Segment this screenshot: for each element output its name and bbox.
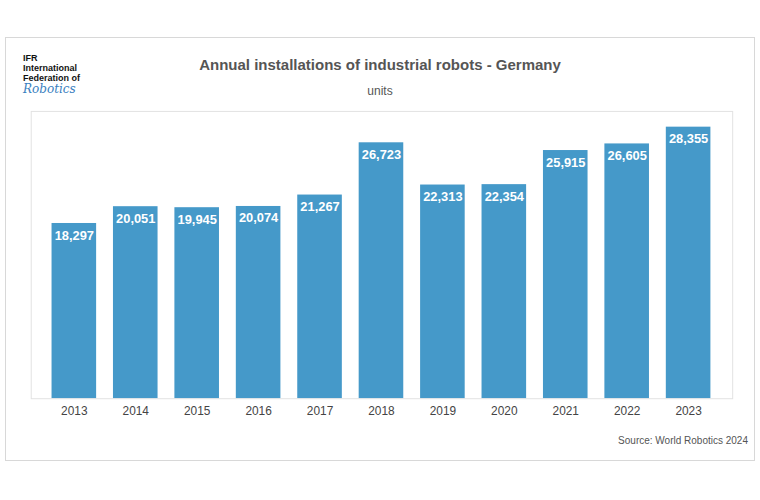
svg-text:2020: 2020 bbox=[491, 404, 518, 418]
html-text:IFR: IFR bbox=[23, 53, 38, 63]
svg-text:26,605: 26,605 bbox=[608, 148, 647, 163]
svg-text:19,945: 19,945 bbox=[178, 212, 217, 227]
svg-text:22,354: 22,354 bbox=[485, 189, 525, 204]
svg-text:21,267: 21,267 bbox=[300, 199, 339, 214]
html-text:units: units bbox=[367, 84, 393, 98]
svg-text:2018: 2018 bbox=[368, 404, 395, 418]
svg-text:18,297: 18,297 bbox=[55, 227, 94, 242]
svg-text:2015: 2015 bbox=[184, 404, 211, 418]
svg-text:2017: 2017 bbox=[307, 404, 333, 418]
html-text:International: International bbox=[23, 63, 77, 73]
svg-text:2022: 2022 bbox=[614, 404, 640, 418]
svg-text:20,074: 20,074 bbox=[239, 210, 279, 225]
html-text:Robotics: Robotics bbox=[23, 82, 76, 96]
html-text:Federation of: Federation of bbox=[23, 73, 80, 83]
svg-text:22,313: 22,313 bbox=[423, 189, 462, 204]
svg-text:2023: 2023 bbox=[675, 404, 702, 418]
svg-text:2019: 2019 bbox=[430, 404, 457, 418]
svg-text:25,915: 25,915 bbox=[546, 155, 585, 170]
svg-text:20,051: 20,051 bbox=[116, 211, 155, 226]
svg-text:2013: 2013 bbox=[61, 404, 88, 418]
svg-text:2021: 2021 bbox=[553, 404, 580, 418]
svg-text:2016: 2016 bbox=[245, 404, 272, 418]
svg-text:26,723: 26,723 bbox=[362, 147, 401, 162]
html-text:Annual installations of indust: Annual installations of industrial robot… bbox=[199, 56, 561, 73]
svg-text:28,355: 28,355 bbox=[669, 131, 708, 146]
html-text:Source: World Robotics 2024: Source: World Robotics 2024 bbox=[618, 435, 748, 446]
svg-text:2014: 2014 bbox=[123, 404, 150, 418]
